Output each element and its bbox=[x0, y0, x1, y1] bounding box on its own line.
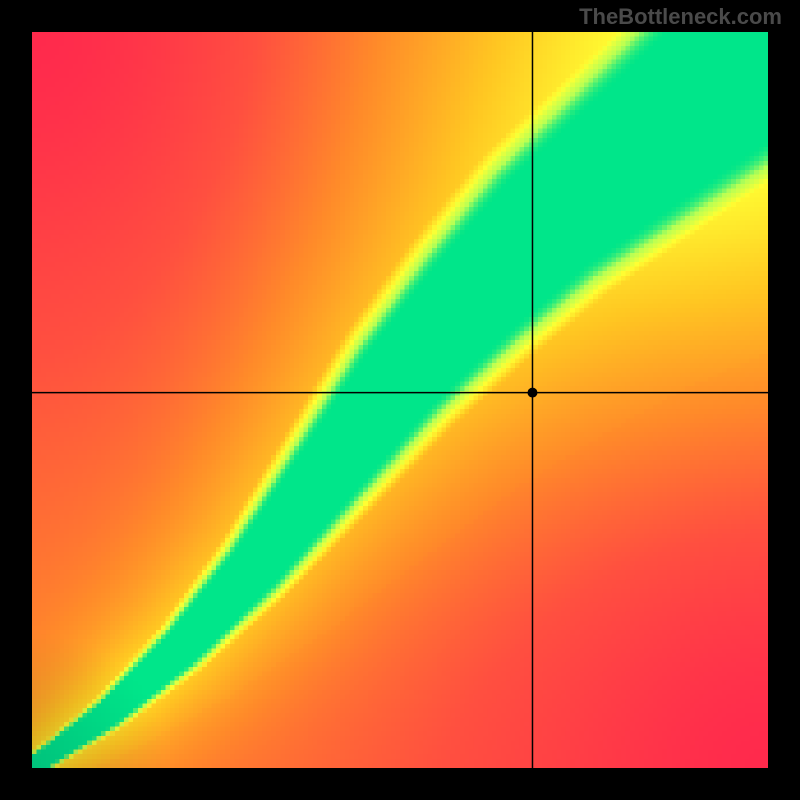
chart-container: TheBottleneck.com bbox=[0, 0, 800, 800]
watermark-text: TheBottleneck.com bbox=[579, 4, 782, 30]
bottleneck-heatmap bbox=[32, 32, 768, 768]
